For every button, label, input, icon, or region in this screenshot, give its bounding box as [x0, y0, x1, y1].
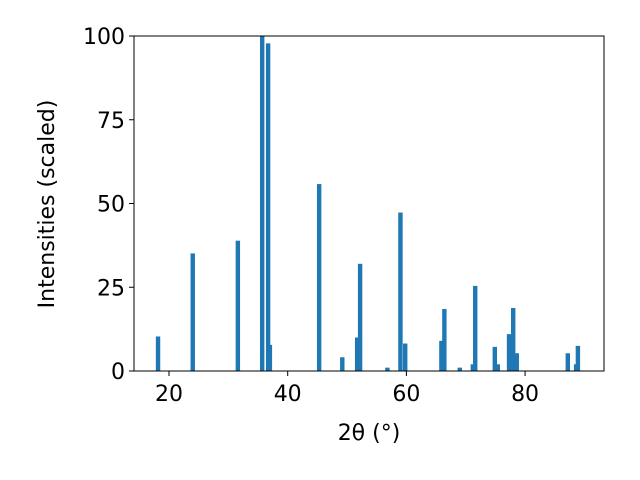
- bar: [492, 346, 498, 371]
- y-axis-label: Intensities (scaled): [35, 100, 60, 309]
- x-axis-label: 2θ (°): [338, 421, 401, 446]
- x-tick-label: 60: [392, 382, 420, 407]
- y-tick-label: 0: [111, 360, 125, 385]
- bar: [506, 334, 512, 371]
- bar: [190, 253, 195, 371]
- y-tick-label: 50: [97, 193, 125, 218]
- bar: [442, 309, 447, 371]
- bar: [354, 337, 360, 371]
- bar: [259, 36, 265, 371]
- bar: [385, 367, 390, 371]
- bar: [267, 344, 273, 371]
- y-tick-label: 75: [97, 109, 125, 134]
- bar: [511, 308, 516, 371]
- bar: [340, 357, 345, 371]
- bar: [265, 43, 271, 372]
- y-tick-label: 100: [83, 25, 125, 50]
- bar: [316, 184, 322, 371]
- x-tick-label: 40: [274, 382, 302, 407]
- plot-frame: [133, 35, 605, 372]
- bar: [402, 343, 408, 371]
- bar: [235, 240, 241, 371]
- x-tick-label: 80: [511, 382, 539, 407]
- bar: [357, 263, 363, 371]
- bar: [575, 345, 581, 371]
- bar: [470, 364, 476, 371]
- bar: [514, 353, 519, 371]
- y-tick-label: 25: [97, 276, 125, 301]
- bar: [495, 364, 500, 371]
- bar: [439, 340, 444, 371]
- bar: [473, 285, 478, 371]
- bar: [565, 353, 571, 371]
- bar: [457, 367, 462, 371]
- bar: [155, 336, 161, 371]
- bar: [398, 212, 403, 371]
- x-tick-label: 20: [155, 382, 183, 407]
